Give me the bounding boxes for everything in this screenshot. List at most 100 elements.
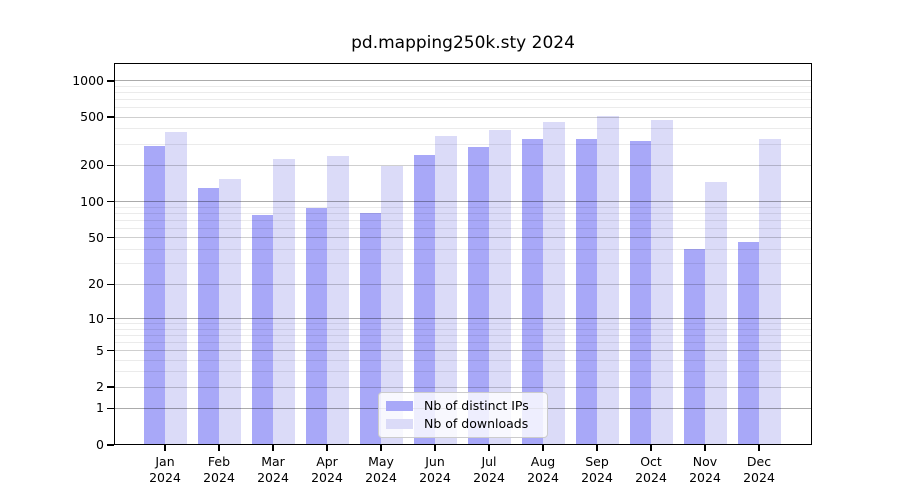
- x-tick-label: Feb 2024: [191, 454, 247, 485]
- bar-distinct-ips-aug: [521, 138, 543, 445]
- gridline-mid: [115, 116, 811, 118]
- gridline-minor: [115, 328, 811, 330]
- gridline-minor: [115, 359, 811, 361]
- x-tick-label-line: 2024: [257, 469, 289, 485]
- x-tick-label-line: Oct: [640, 454, 662, 469]
- y-tick-label: 2: [96, 379, 104, 395]
- gridline-mid: [115, 386, 811, 388]
- x-tick-label: Mar 2024: [245, 454, 301, 485]
- y-tick-label: 1: [96, 400, 104, 416]
- y-tick-mark: [107, 349, 114, 352]
- y-tick-label: 100: [80, 193, 104, 209]
- gridline-minor: [115, 219, 811, 221]
- gridline-minor: [115, 128, 811, 130]
- bar-distinct-ips-feb: [197, 188, 219, 445]
- gridline-major: [115, 201, 811, 203]
- bar-downloads-aug: [543, 122, 565, 445]
- x-tick-label-line: 2024: [635, 469, 667, 485]
- y-tick-label: 1000: [72, 72, 104, 88]
- gridline-mid: [115, 350, 811, 352]
- y-tick-mark: [107, 79, 114, 82]
- bar-downloads-nov: [705, 181, 727, 445]
- gridline-minor: [115, 107, 811, 109]
- gridline-minor: [115, 263, 811, 265]
- x-tick-label-line: 2024: [149, 469, 181, 485]
- bar-downloads-may: [381, 166, 403, 445]
- y-tick-mark: [107, 283, 114, 286]
- y-tick-label: 10: [88, 310, 104, 326]
- legend-swatch-downloads: [386, 419, 413, 429]
- gridline-minor: [115, 91, 811, 93]
- x-tick-label-line: Nov: [692, 454, 718, 469]
- legend-label-distinct-ips: Nb of distinct IPs: [424, 398, 529, 413]
- y-tick-label: 50: [88, 229, 104, 245]
- y-tick-mark: [107, 407, 114, 410]
- y-tick-mark: [107, 386, 114, 388]
- x-tick-mark: [434, 445, 436, 451]
- x-tick-label: Dec 2024: [731, 454, 787, 485]
- bar-distinct-ips-sep: [575, 139, 597, 445]
- x-tick-label-line: Feb: [207, 454, 231, 469]
- gridline-minor: [115, 248, 811, 250]
- x-tick-label-line: 2024: [527, 469, 559, 485]
- x-tick-mark: [542, 445, 544, 451]
- legend-label-downloads: Nb of downloads: [424, 416, 529, 431]
- y-tick-mark: [107, 164, 114, 167]
- x-tick-label-line: Jan: [155, 454, 175, 469]
- gridline-mid: [115, 164, 811, 166]
- x-tick-label: Oct 2024: [623, 454, 679, 485]
- bar-distinct-ips-jun: [413, 154, 435, 445]
- x-tick-mark: [380, 445, 382, 451]
- bar-distinct-ips-mar: [251, 215, 273, 445]
- gridline-mid: [115, 283, 811, 285]
- x-tick-label-line: 2024: [419, 469, 451, 485]
- y-tick-mark: [107, 236, 114, 239]
- legend-swatch-distinct-ips: [386, 401, 413, 411]
- x-tick-label-line: 2024: [473, 469, 505, 485]
- gridline-minor: [115, 371, 811, 373]
- x-tick-label-line: 2024: [689, 469, 721, 485]
- x-tick-label: Jul 2024: [461, 454, 517, 485]
- bar-downloads-apr: [327, 155, 349, 445]
- x-tick-mark: [488, 445, 490, 451]
- x-tick-label-line: Jul: [481, 454, 497, 469]
- gridline-minor: [115, 341, 811, 343]
- bar-downloads-sep: [597, 116, 619, 445]
- bar-downloads-jun: [435, 135, 457, 445]
- bar-downloads-jul: [489, 130, 511, 445]
- y-tick-mark: [107, 200, 114, 203]
- bar-distinct-ips-jan: [143, 146, 165, 445]
- bar-distinct-ips-dec: [737, 241, 759, 445]
- bar-distinct-ips-may: [359, 212, 381, 445]
- x-tick-label-line: Aug: [530, 454, 556, 469]
- gridline-mid: [115, 237, 811, 239]
- gridline-minor: [115, 212, 811, 214]
- bar-downloads-dec: [759, 139, 781, 445]
- gridline-minor: [115, 143, 811, 145]
- bar-distinct-ips-apr: [305, 208, 327, 445]
- y-tick-label: 20: [88, 276, 104, 292]
- legend: Nb of distinct IPs Nb of downloads: [378, 392, 548, 438]
- y-tick-label: 500: [80, 109, 104, 125]
- x-tick-mark: [218, 445, 220, 451]
- gridline-minor: [115, 323, 811, 325]
- y-tick-mark: [107, 444, 114, 446]
- x-tick-mark: [596, 445, 598, 451]
- x-tick-label-line: Apr: [316, 454, 338, 469]
- x-tick-mark: [164, 445, 166, 451]
- x-tick-label: Nov 2024: [677, 454, 733, 485]
- x-tick-label-line: 2024: [311, 469, 343, 485]
- gridline-minor: [115, 334, 811, 336]
- x-tick-label-line: 2024: [581, 469, 613, 485]
- bar-downloads-feb: [219, 179, 241, 445]
- x-tick-mark: [650, 445, 652, 451]
- bar-downloads-oct: [651, 120, 673, 445]
- y-tick-label: 5: [96, 342, 104, 358]
- x-tick-label-line: 2024: [743, 469, 775, 485]
- x-tick-label: Aug 2024: [515, 454, 571, 485]
- gridline-minor: [115, 206, 811, 208]
- x-tick-mark: [704, 445, 706, 451]
- y-tick-label: 200: [80, 157, 104, 173]
- x-tick-label: Apr 2024: [299, 454, 355, 485]
- gridline-minor: [115, 227, 811, 229]
